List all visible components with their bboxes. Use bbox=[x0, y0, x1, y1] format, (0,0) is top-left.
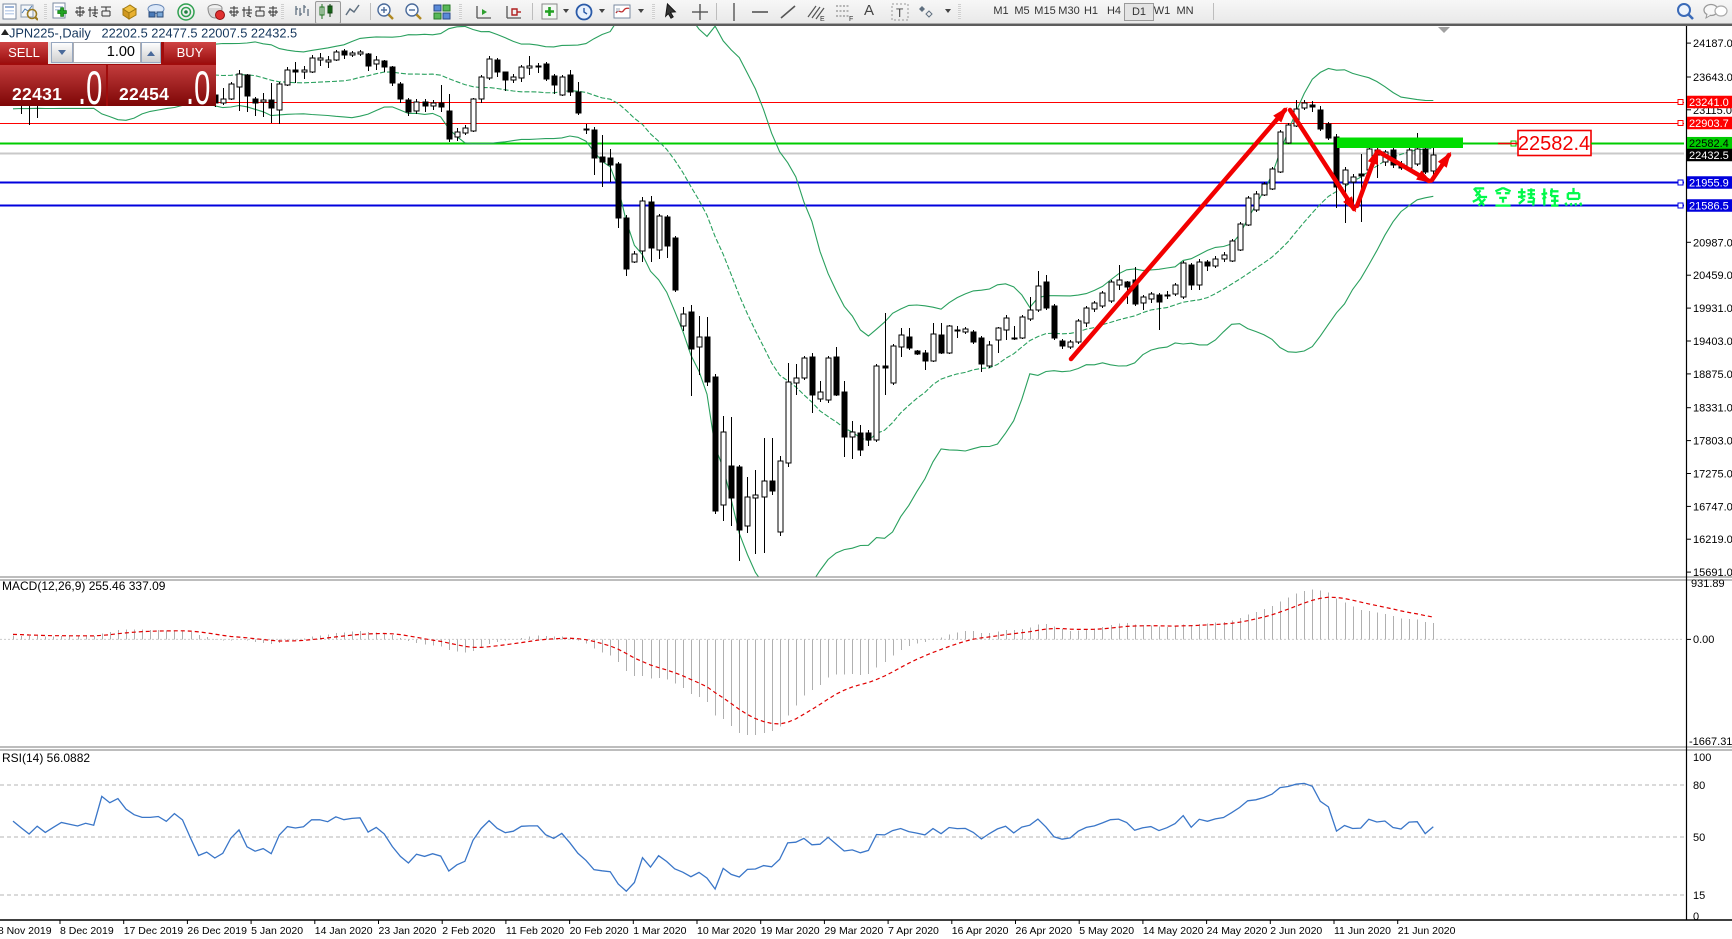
svg-text:1 Mar 2020: 1 Mar 2020 bbox=[633, 925, 686, 937]
svg-text:26 Apr 2020: 26 Apr 2020 bbox=[1016, 925, 1073, 937]
svg-text:21955.9: 21955.9 bbox=[1689, 178, 1729, 190]
svg-text:15: 15 bbox=[1693, 890, 1705, 902]
svg-text:2 Jun 2020: 2 Jun 2020 bbox=[1270, 925, 1322, 937]
svg-text:20459.0: 20459.0 bbox=[1693, 270, 1732, 282]
svg-text:21 Jun 2020: 21 Jun 2020 bbox=[1398, 925, 1456, 937]
svg-text:17 Dec 2019: 17 Dec 2019 bbox=[124, 925, 184, 937]
svg-text:20 Feb 2020: 20 Feb 2020 bbox=[570, 925, 629, 937]
svg-text:23643.0: 23643.0 bbox=[1693, 72, 1732, 84]
svg-text:0.00: 0.00 bbox=[1693, 634, 1714, 646]
svg-text:16219.0: 16219.0 bbox=[1693, 534, 1732, 546]
svg-text:20987.0: 20987.0 bbox=[1693, 237, 1732, 249]
svg-text:100: 100 bbox=[1693, 752, 1711, 764]
svg-text:E: E bbox=[820, 16, 825, 22]
svg-text:24187.0: 24187.0 bbox=[1693, 38, 1732, 50]
svg-text:11 Jun 2020: 11 Jun 2020 bbox=[1334, 925, 1391, 937]
svg-text:23 Jan 2020: 23 Jan 2020 bbox=[379, 925, 437, 937]
svg-text:5 May 2020: 5 May 2020 bbox=[1079, 925, 1134, 937]
svg-text:F: F bbox=[849, 16, 853, 22]
svg-text:23241.0: 23241.0 bbox=[1689, 97, 1729, 109]
svg-text:14 Jan 2020: 14 Jan 2020 bbox=[315, 925, 373, 937]
svg-text:22582.4: 22582.4 bbox=[1689, 138, 1729, 150]
svg-text:0: 0 bbox=[1693, 911, 1699, 923]
svg-text:21586.5: 21586.5 bbox=[1689, 201, 1729, 213]
svg-text:16 Apr 2020: 16 Apr 2020 bbox=[952, 925, 1009, 937]
svg-text:7 Apr 2020: 7 Apr 2020 bbox=[888, 925, 939, 937]
svg-text:8 Dec 2019: 8 Dec 2019 bbox=[60, 925, 114, 937]
svg-text:18875.0: 18875.0 bbox=[1693, 369, 1732, 381]
svg-text:10 Mar 2020: 10 Mar 2020 bbox=[697, 925, 756, 937]
svg-text:RSI(14) 56.0882: RSI(14) 56.0882 bbox=[2, 751, 90, 765]
svg-text:931.89: 931.89 bbox=[1691, 578, 1725, 590]
svg-text:MACD(12,26,9) 255.46 337.09: MACD(12,26,9) 255.46 337.09 bbox=[2, 579, 166, 593]
svg-text:15691.0: 15691.0 bbox=[1693, 567, 1732, 579]
svg-text:2 Feb 2020: 2 Feb 2020 bbox=[442, 925, 495, 937]
svg-text:28 Nov 2019: 28 Nov 2019 bbox=[0, 925, 52, 937]
svg-text:-1667.31: -1667.31 bbox=[1689, 736, 1732, 748]
svg-text:29 Mar 2020: 29 Mar 2020 bbox=[824, 925, 883, 937]
svg-text:T: T bbox=[896, 6, 904, 20]
svg-text:22903.7: 22903.7 bbox=[1689, 118, 1729, 130]
svg-text:26 Dec 2019: 26 Dec 2019 bbox=[187, 925, 247, 937]
svg-text:18331.0: 18331.0 bbox=[1693, 403, 1732, 415]
svg-text:22582.4: 22582.4 bbox=[1518, 133, 1590, 155]
svg-text:5 Jan 2020: 5 Jan 2020 bbox=[251, 925, 303, 937]
svg-text:50: 50 bbox=[1693, 832, 1705, 844]
svg-text:80: 80 bbox=[1693, 780, 1705, 792]
svg-text:17275.0: 17275.0 bbox=[1693, 468, 1732, 480]
svg-text:19 Mar 2020: 19 Mar 2020 bbox=[761, 925, 820, 937]
svg-text:24 May 2020: 24 May 2020 bbox=[1207, 925, 1268, 937]
svg-text:17803.0: 17803.0 bbox=[1693, 436, 1732, 448]
svg-text:22432.5: 22432.5 bbox=[1689, 150, 1729, 162]
svg-text:16747.0: 16747.0 bbox=[1693, 501, 1732, 513]
svg-text:14 May 2020: 14 May 2020 bbox=[1143, 925, 1204, 937]
svg-text:19403.0: 19403.0 bbox=[1693, 336, 1732, 348]
svg-text:11 Feb 2020: 11 Feb 2020 bbox=[506, 925, 564, 937]
svg-text:19931.0: 19931.0 bbox=[1693, 303, 1732, 315]
svg-text:JPN225-,Daily 22202.5 22477.: JPN225-,Daily 22202.5 22477.5 22007.5 22… bbox=[9, 26, 297, 41]
